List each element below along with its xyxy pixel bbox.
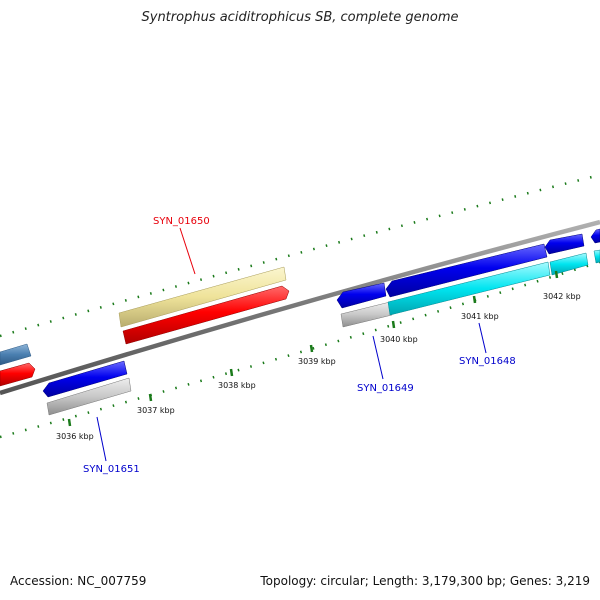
gene-label-syn01648[interactable]: SYN_01648 <box>459 356 516 367</box>
gene-syn01649[interactable] <box>336 282 387 309</box>
gene-feature[interactable] <box>0 343 32 366</box>
accession-text: Accession: NC_007759 <box>10 574 147 588</box>
forward-features <box>0 266 290 387</box>
tick-mark <box>391 320 396 329</box>
inner-tick-ring <box>0 260 600 439</box>
gene-label-syn01651[interactable]: SYN_01651 <box>83 464 140 475</box>
genome-backbone <box>0 219 600 396</box>
gene-feature[interactable] <box>590 228 600 244</box>
gene-label-syn01649[interactable]: SYN_01649 <box>357 383 414 394</box>
gene-feature[interactable] <box>593 249 600 264</box>
tick-label-3038: 3038 kbp <box>218 381 256 390</box>
reverse-features <box>42 228 600 416</box>
tick-mark <box>148 393 153 402</box>
tick-label-3040: 3040 kbp <box>380 335 418 344</box>
tick-mark <box>229 368 234 377</box>
gene-syn01651[interactable] <box>42 360 128 398</box>
tick-label-3036: 3036 kbp <box>56 432 94 441</box>
gene-feature[interactable] <box>549 252 589 276</box>
gene-feature[interactable] <box>46 377 132 416</box>
tick-mark <box>67 418 72 427</box>
tick-label-3037: 3037 kbp <box>137 406 175 415</box>
tick-labels: 3036 kbp 3037 kbp 3038 kbp 3039 kbp 3040… <box>56 270 581 441</box>
page-title: Syntrophus aciditrophicus SB, complete g… <box>141 10 459 25</box>
leader-line-syn01651 <box>96 416 107 462</box>
leader-line-syn01648 <box>478 322 487 354</box>
tick-label-3041: 3041 kbp <box>461 312 499 321</box>
tick-mark <box>472 295 477 304</box>
gene-feature[interactable] <box>0 362 36 387</box>
tick-mark <box>309 344 314 353</box>
gene-feature[interactable] <box>544 233 585 255</box>
leader-line-syn01649 <box>372 335 384 380</box>
gene-label-syn01650[interactable]: SYN_01650 <box>153 216 210 227</box>
tick-mark <box>554 270 559 279</box>
tick-label-3042: 3042 kbp <box>543 292 581 301</box>
gene-feature[interactable] <box>118 266 287 328</box>
tick-label-3039: 3039 kbp <box>298 357 336 366</box>
gene-syn01648[interactable] <box>387 261 551 316</box>
gene-feature[interactable] <box>385 243 548 298</box>
gene-feature[interactable] <box>340 301 393 328</box>
genome-stats-text: Topology: circular; Length: 3,179,300 bp… <box>260 574 590 588</box>
gene-syn01650[interactable] <box>122 285 290 345</box>
leader-line-syn01650 <box>179 227 196 275</box>
